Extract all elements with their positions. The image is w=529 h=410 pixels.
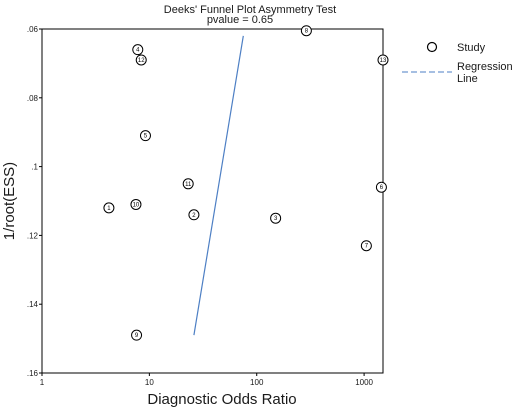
y-axis: .06 .08 .1 .12 .14 .16 — [27, 25, 42, 378]
legend-study-label: Study — [457, 42, 486, 54]
study-point: 9 — [131, 329, 143, 341]
x-tick-label: 100 — [250, 378, 264, 387]
x-tick-label: 10 — [145, 378, 154, 387]
plot-frame — [41, 28, 384, 374]
study-id-label: 13 — [380, 58, 387, 64]
x-tick-label: 1000 — [355, 378, 373, 387]
y-tick-label: .14 — [27, 300, 39, 309]
y-axis-label: 1/root(ESS) — [1, 162, 18, 240]
study-point: 10 — [130, 198, 142, 210]
study-id-label: 5 — [144, 134, 148, 140]
legend: Study Regression Line — [402, 41, 516, 85]
study-id-label: 3 — [274, 216, 278, 222]
study-circle — [103, 202, 115, 214]
study-circle — [131, 329, 143, 341]
study-point: 12 — [135, 54, 147, 66]
study-id-label: 2 — [192, 213, 196, 219]
chart-subtitle: pvalue = 0.65 — [207, 14, 273, 26]
study-point: 11 — [182, 178, 194, 190]
x-axis-label: Diagnostic Odds Ratio — [147, 391, 296, 408]
study-circle — [135, 54, 147, 66]
study-circle — [182, 178, 194, 190]
x-tick-label: 1 — [40, 378, 45, 387]
legend-study-circle-icon — [426, 41, 438, 53]
study-id-label: 9 — [135, 333, 139, 339]
y-tick-label: .06 — [27, 25, 39, 34]
study-circle — [375, 181, 387, 193]
study-point: 7 — [360, 240, 372, 252]
study-point: 8 — [300, 25, 312, 37]
chart-title: Deeks' Funnel Plot Asymmetry Test — [164, 4, 336, 16]
study-id-label: 11 — [185, 182, 192, 188]
x-axis: 1 10 100 1000 — [40, 373, 374, 387]
study-circle — [130, 198, 142, 210]
study-circle — [132, 44, 144, 56]
study-point: 2 — [188, 209, 200, 221]
study-circle — [139, 130, 151, 142]
study-point: 5 — [139, 130, 151, 142]
study-circle — [188, 209, 200, 221]
study-point: 13 — [377, 54, 389, 66]
study-circle — [377, 54, 389, 66]
y-tick-label: .08 — [27, 94, 39, 103]
y-tick-label: .12 — [27, 231, 39, 240]
study-id-label: 4 — [136, 48, 140, 54]
y-tick-label: .1 — [31, 163, 38, 172]
study-id-label: 7 — [365, 244, 369, 250]
study-point: 6 — [375, 181, 387, 193]
study-point: 4 — [132, 44, 144, 56]
legend-regression-label: Regression Line — [457, 61, 516, 85]
study-circle — [300, 25, 312, 37]
regression-line — [193, 35, 244, 336]
regression-line-group — [193, 35, 244, 336]
y-tick-label: .16 — [27, 369, 39, 378]
study-id-label: 1 — [107, 206, 111, 212]
study-id-label: 6 — [380, 185, 384, 191]
study-id-label: 12 — [138, 58, 145, 64]
study-circle — [360, 240, 372, 252]
study-circle — [270, 212, 282, 224]
study-id-label: 8 — [305, 29, 309, 35]
study-point: 1 — [103, 202, 115, 214]
study-id-label: 10 — [133, 202, 140, 208]
study-point: 3 — [270, 212, 282, 224]
